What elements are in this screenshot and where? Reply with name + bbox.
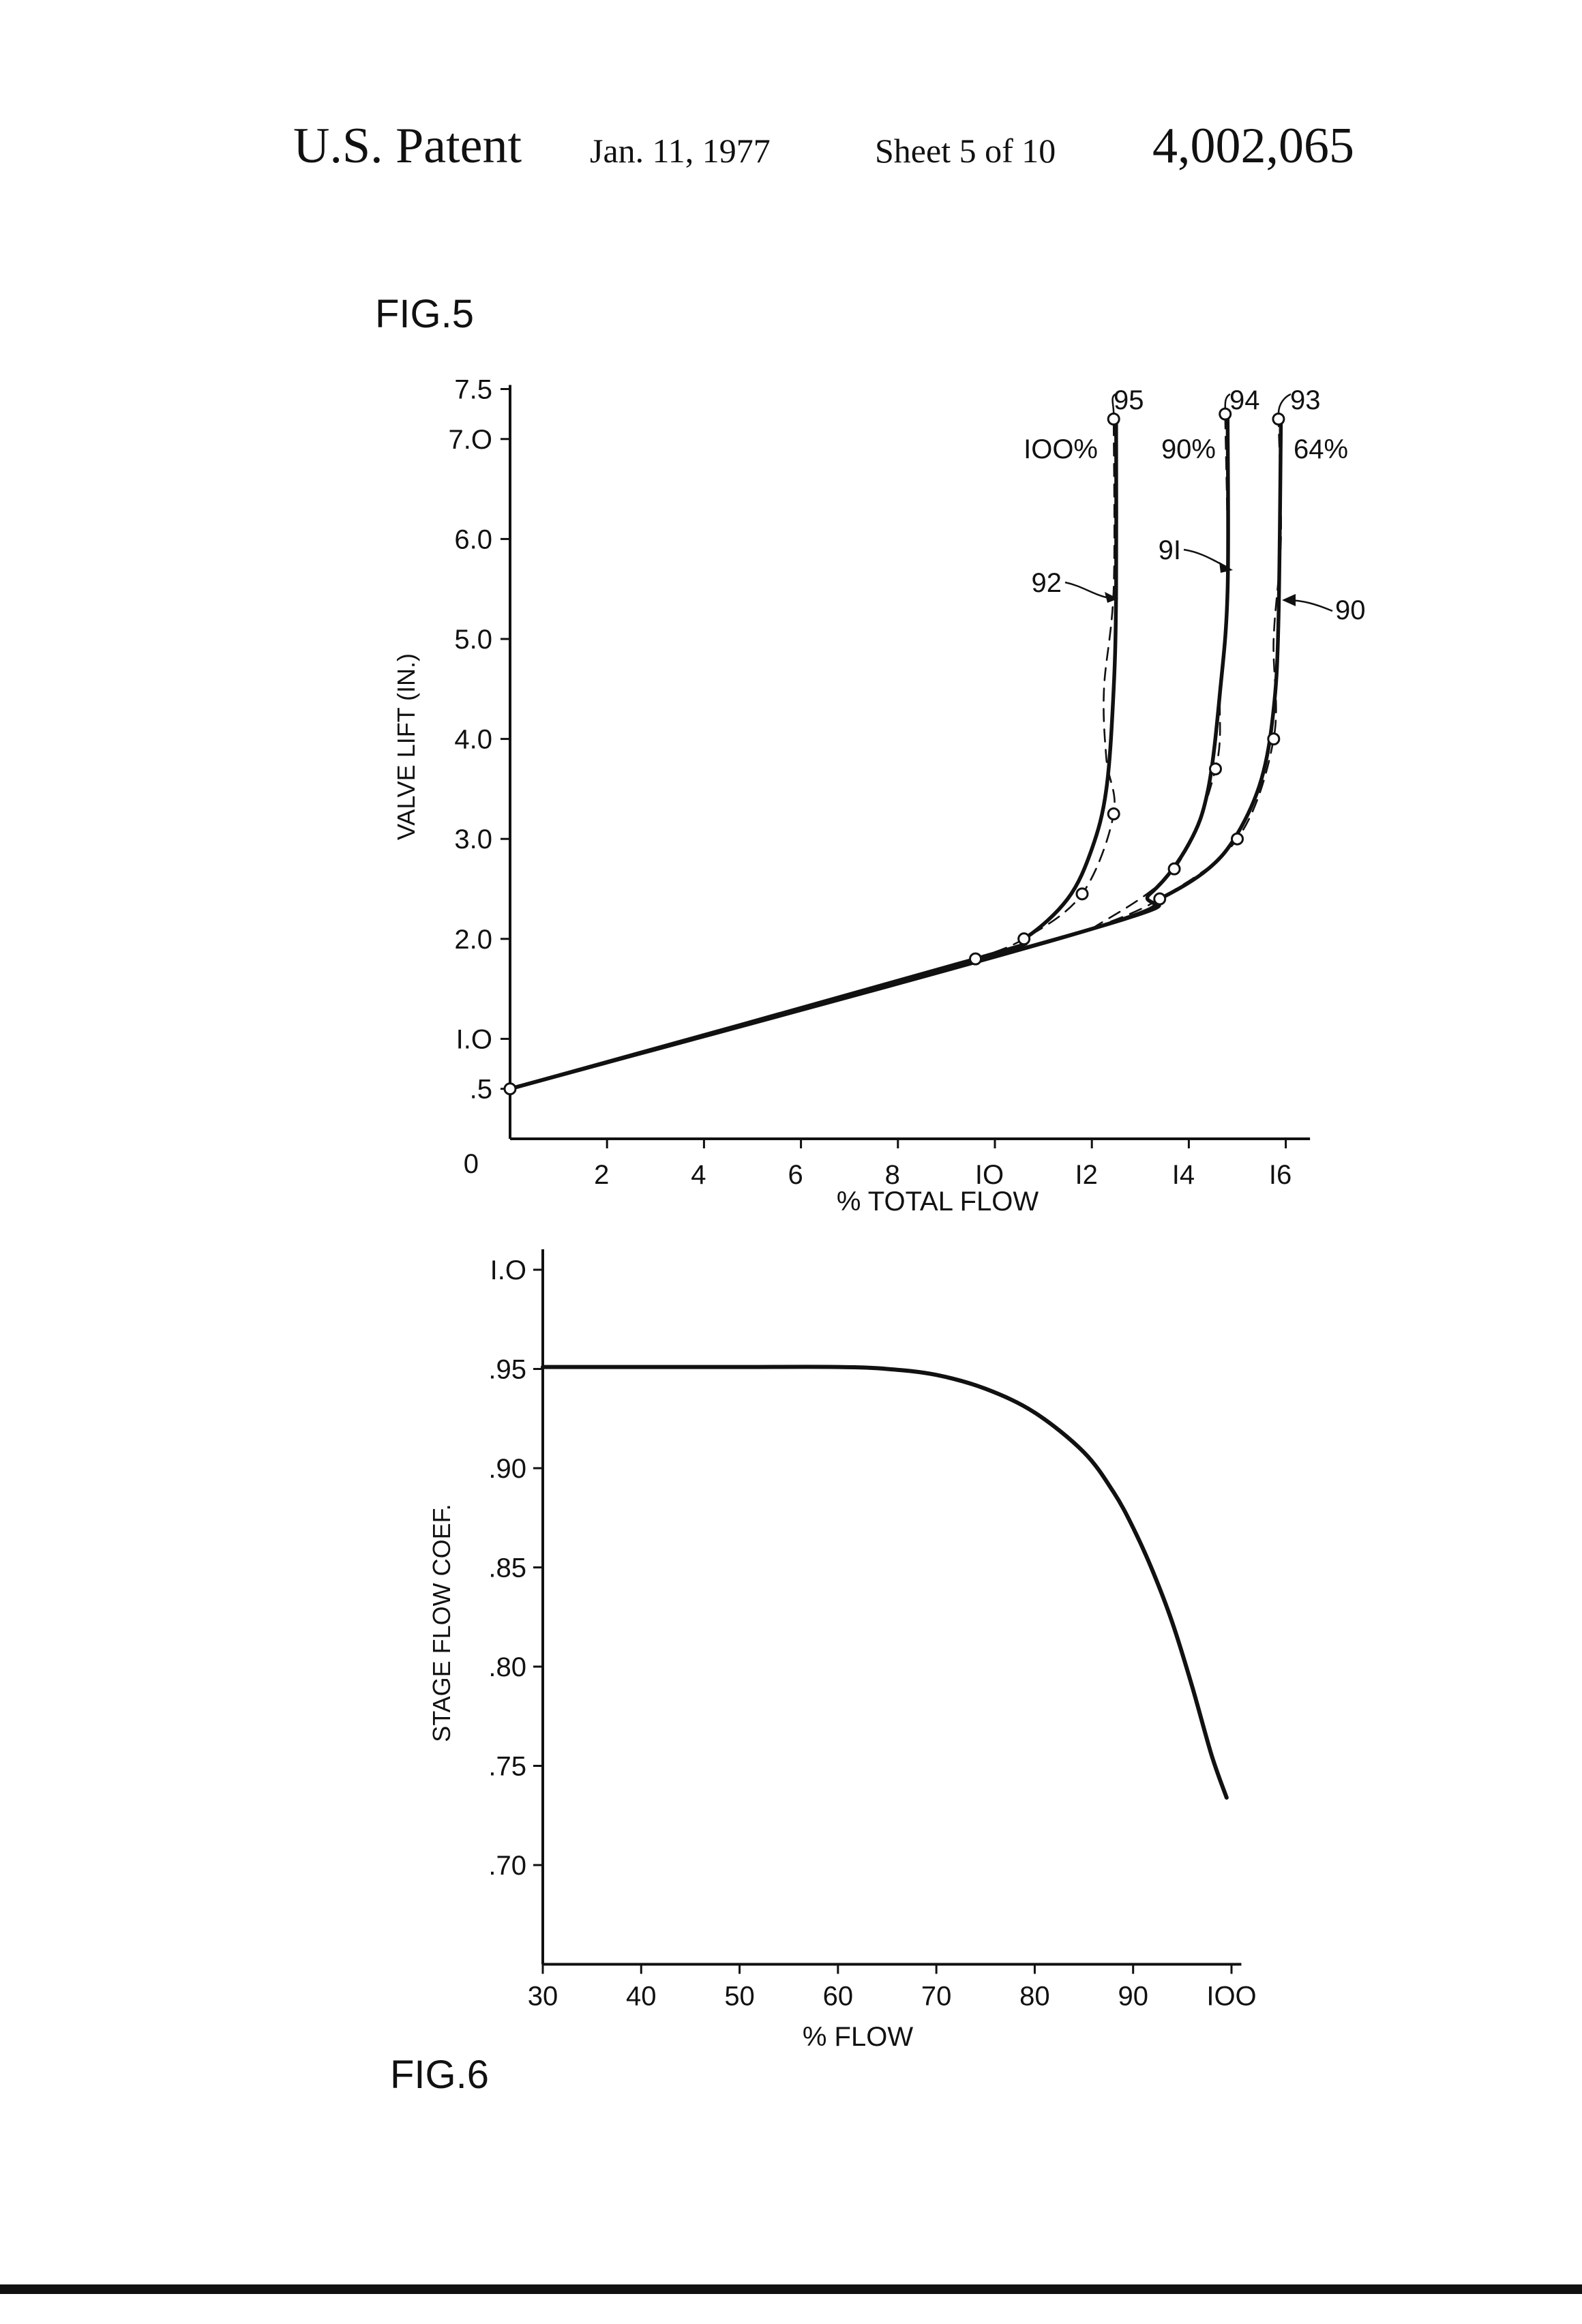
fig5-data-marker [1267, 732, 1281, 746]
fig5-leader-94 [1224, 393, 1231, 409]
fig5-y-tick-label: 6.0 [454, 524, 492, 554]
fig6-y-tick-label: .75 [488, 1752, 526, 1782]
fig5-y-tick-label: I.O [456, 1024, 492, 1054]
fig5-y-tick-label: .5 [470, 1075, 492, 1105]
fig6-series [541, 1365, 1229, 1800]
fig5-y-tick-label: 7.O [449, 425, 492, 455]
fig5-data-marker [969, 952, 983, 966]
fig5-series-line-93 [1090, 418, 1283, 930]
fig5-data-marker [1075, 887, 1089, 901]
fig5-annotations: 95 94 93 IOO% 90% 64% 92 9I 90 [1024, 385, 1365, 625]
patent-number: 4,002,065 [1152, 118, 1354, 174]
fig5-x-tick-label: 4 [691, 1160, 706, 1190]
fig6-x-tick-label: 80 [1019, 1982, 1050, 2012]
fig5-data-marker [503, 1082, 517, 1096]
fig5-x-tick-label: IO [975, 1160, 1004, 1190]
fig5-annotation-percent: 90% [1161, 434, 1216, 464]
fig5-arrowhead-92 [1105, 592, 1118, 603]
patent-label: U.S. Patent [293, 118, 522, 174]
fig6-y-tick-label: I.O [490, 1255, 526, 1285]
fig5-y-tick-label: 2.0 [454, 925, 492, 955]
fig5-annotation-ref: 95 [1114, 385, 1144, 415]
fig6-y-tick-label: .90 [488, 1454, 526, 1484]
fig5-y-tick-label: 5.0 [454, 625, 492, 655]
sheet-number: Sheet 5 of 10 [875, 132, 1056, 170]
fig5-axes: .5 I.O 2.0 3.0 4.0 5.0 6.0 7.O 7.5 2 4 6 8 IO I2 I4 I6 0%… [392, 375, 1311, 1217]
fig5-y-tick-label: 3.0 [454, 824, 492, 854]
fig5-data-marker [1153, 892, 1167, 906]
fig5-label: FIG.5 [375, 292, 474, 336]
fig6-x-tick-label: 50 [724, 1982, 755, 2012]
fig5-series-line-94 [1090, 413, 1229, 930]
fig5-arrowhead-90 [1282, 594, 1296, 606]
fig5-annotation-ref: 94 [1229, 385, 1260, 415]
fig5-data-marker [1017, 932, 1031, 946]
fig5-x-axis-title: % TOTAL FLOW [837, 1187, 1039, 1217]
fig5-annotation-ref: 93 [1290, 385, 1321, 415]
fig6-x-tick-label: IOO [1206, 1982, 1256, 2012]
fig5-x-tick-label: I6 [1269, 1160, 1292, 1190]
fig6-x-axis-title: % FLOW [803, 2022, 913, 2052]
fig5-data-marker [1209, 762, 1223, 776]
fig5-data-marker [1272, 412, 1285, 426]
fig6-axes: .70 .75 .80 .85 .90 .95 I.O 30 40 50 60 70 80 90 IOO % … [428, 1249, 1257, 2052]
fig6-y-tick-label: .80 [488, 1652, 526, 1682]
fig5-leader-93 [1277, 393, 1292, 414]
fig5-x-tick-label: I2 [1075, 1160, 1098, 1190]
fig6-y-tick-label: .85 [488, 1553, 526, 1583]
fig5-data-marker [1167, 862, 1181, 876]
fig6-series-line [541, 1365, 1229, 1800]
fig6-x-tick-label: 70 [921, 1982, 952, 2012]
fig5-x-tick-label: 6 [788, 1160, 803, 1190]
fig5-x-tick-label: 8 [885, 1160, 900, 1190]
fig5-annotation-percent: 64% [1294, 434, 1348, 464]
fig6-chart: .70 .75 .80 .85 .90 .95 I.O 30 40 50 60 70 80 90 IOO % … [390, 1249, 1257, 2097]
patent-header: U.S. Patent Jan. 11, 1977 Sheet 5 of 10 … [293, 118, 1354, 174]
fig6-y-tick-label: .95 [488, 1355, 526, 1385]
fig5-markers [503, 407, 1285, 1096]
fig5-data-marker [1231, 832, 1244, 846]
fig5-x-tick-label: I4 [1172, 1160, 1195, 1190]
fig5-series-line-90 [508, 417, 1283, 1091]
fig6-y-axis-title: STAGE FLOW COEF. [428, 1504, 456, 1742]
fig5-y-tick-label: 7.5 [454, 375, 492, 405]
fig6-y-tick-label: .70 [488, 1851, 526, 1881]
fig5-chart: FIG.5 .5 I.O 2.0 3.0 4.0 5.0 6.0 7.O 7.5 2 4 6 8 IO I2… [375, 292, 1366, 1217]
fig6-x-tick-label: 40 [626, 1982, 657, 2012]
fig5-annotation-percent: IOO% [1024, 434, 1098, 464]
fig5-series-line-92 [508, 417, 1118, 1091]
fig5-leader-95 [1111, 393, 1116, 414]
fig5-x-tick-label: 2 [594, 1160, 609, 1190]
fig5-annotation-ref: 92 [1032, 568, 1062, 598]
fig6-x-tick-label: 90 [1118, 1982, 1148, 2012]
fig6-x-tick-label: 60 [823, 1982, 854, 2012]
fig5-origin-label: 0 [464, 1149, 479, 1179]
fig5-annotation-ref: 9I [1159, 535, 1181, 565]
fig5-leader-92 [1064, 581, 1114, 600]
fig5-y-axis-title: VALVE LIFT (IN.) [392, 653, 420, 840]
fig5-series-line-95 [974, 418, 1116, 960]
fig5-series [508, 412, 1283, 1091]
fig6-label: FIG.6 [390, 2053, 489, 2097]
bottom-border [0, 2284, 1582, 2294]
fig6-x-tick-label: 30 [528, 1982, 558, 2012]
fig5-arrowhead-91 [1219, 562, 1233, 573]
fig5-annotation-ref: 90 [1335, 595, 1366, 625]
fig5-y-tick-label: 4.0 [454, 725, 492, 755]
patent-date: Jan. 11, 1977 [590, 132, 771, 170]
fig5-data-marker [1107, 807, 1120, 821]
